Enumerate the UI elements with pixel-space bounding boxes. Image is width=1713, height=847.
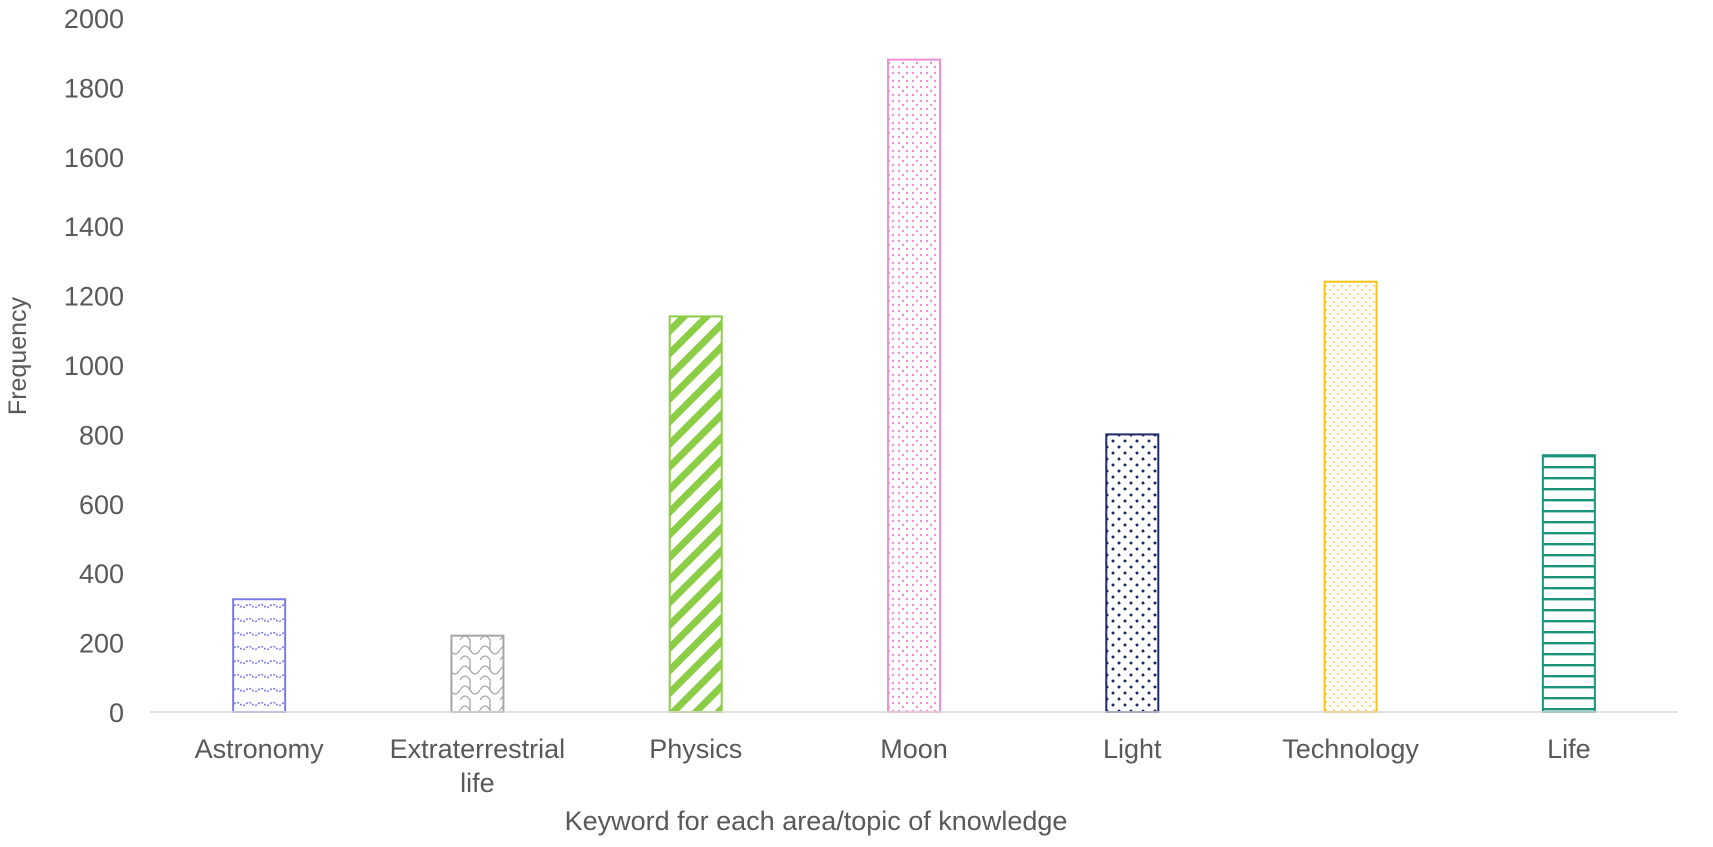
y-tick-label: 1400 bbox=[64, 212, 124, 242]
y-tick-label: 600 bbox=[79, 490, 124, 520]
bar-extraterrestrial-life bbox=[450, 634, 505, 713]
y-tick-label: 800 bbox=[79, 420, 124, 450]
x-tick-label: Light bbox=[1103, 734, 1162, 764]
x-tick-label: Physics bbox=[649, 734, 742, 764]
bar-technology bbox=[1323, 280, 1378, 713]
y-tick-label: 1000 bbox=[64, 351, 124, 381]
bar-moon bbox=[887, 58, 941, 713]
x-tick-label: Technology bbox=[1282, 734, 1419, 764]
y-axis-title: Frequency bbox=[4, 296, 32, 415]
y-tick-label: 0 bbox=[109, 698, 124, 728]
bar-physics bbox=[668, 315, 723, 713]
bar-light bbox=[1105, 433, 1160, 713]
y-axis-ticks: 0 200 400 600 800 1000 1200 1400 1600 1800 2000 bbox=[64, 4, 124, 728]
x-tick-label: Astronomy bbox=[195, 734, 325, 764]
bar-astronomy bbox=[232, 598, 287, 713]
bars-group bbox=[232, 58, 1596, 713]
x-axis-title: Keyword for each area/topic of knowledge bbox=[565, 806, 1068, 836]
x-tick-label: Extraterrestrial life bbox=[390, 734, 566, 798]
y-tick-label: 400 bbox=[79, 559, 124, 589]
x-tick-label: Moon bbox=[880, 734, 948, 764]
y-tick-label: 2000 bbox=[64, 4, 124, 34]
y-tick-label: 1800 bbox=[64, 73, 124, 103]
x-tick-label: Life bbox=[1547, 734, 1591, 764]
y-tick-label: 200 bbox=[79, 629, 124, 659]
x-axis-tick-labels: Astronomy Extraterrestrial life Physics Moon… bbox=[195, 734, 1591, 798]
y-tick-label: 1600 bbox=[64, 143, 124, 173]
y-tick-label: 1200 bbox=[64, 282, 124, 312]
bar-life bbox=[1541, 454, 1596, 713]
